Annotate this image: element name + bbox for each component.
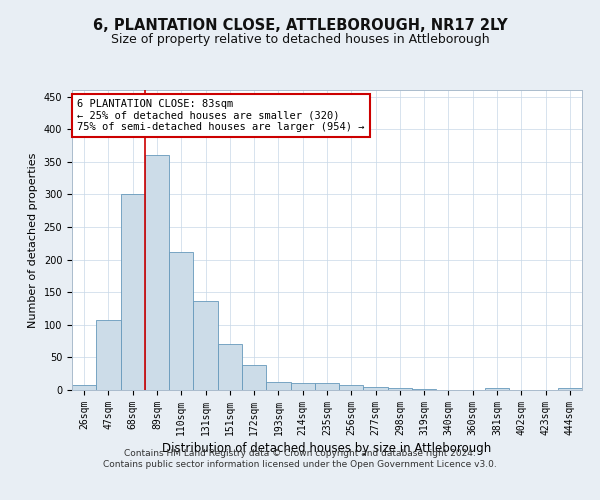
- Text: 6 PLANTATION CLOSE: 83sqm
← 25% of detached houses are smaller (320)
75% of semi: 6 PLANTATION CLOSE: 83sqm ← 25% of detac…: [77, 99, 365, 132]
- Text: Contains public sector information licensed under the Open Government Licence v3: Contains public sector information licen…: [103, 460, 497, 469]
- Bar: [388, 388, 412, 390]
- Bar: [266, 382, 290, 390]
- Bar: [290, 383, 315, 390]
- Text: Contains HM Land Registry data © Crown copyright and database right 2024.: Contains HM Land Registry data © Crown c…: [124, 448, 476, 458]
- Bar: [242, 365, 266, 390]
- Bar: [558, 388, 582, 390]
- Bar: [218, 344, 242, 390]
- Y-axis label: Number of detached properties: Number of detached properties: [28, 152, 38, 328]
- X-axis label: Distribution of detached houses by size in Attleborough: Distribution of detached houses by size …: [163, 442, 491, 455]
- Bar: [485, 388, 509, 390]
- Bar: [193, 302, 218, 390]
- Bar: [364, 386, 388, 390]
- Bar: [121, 194, 145, 390]
- Bar: [339, 386, 364, 390]
- Bar: [72, 385, 96, 390]
- Text: Size of property relative to detached houses in Attleborough: Size of property relative to detached ho…: [110, 32, 490, 46]
- Bar: [96, 320, 121, 390]
- Bar: [145, 154, 169, 390]
- Bar: [315, 384, 339, 390]
- Bar: [169, 252, 193, 390]
- Text: 6, PLANTATION CLOSE, ATTLEBOROUGH, NR17 2LY: 6, PLANTATION CLOSE, ATTLEBOROUGH, NR17 …: [92, 18, 508, 32]
